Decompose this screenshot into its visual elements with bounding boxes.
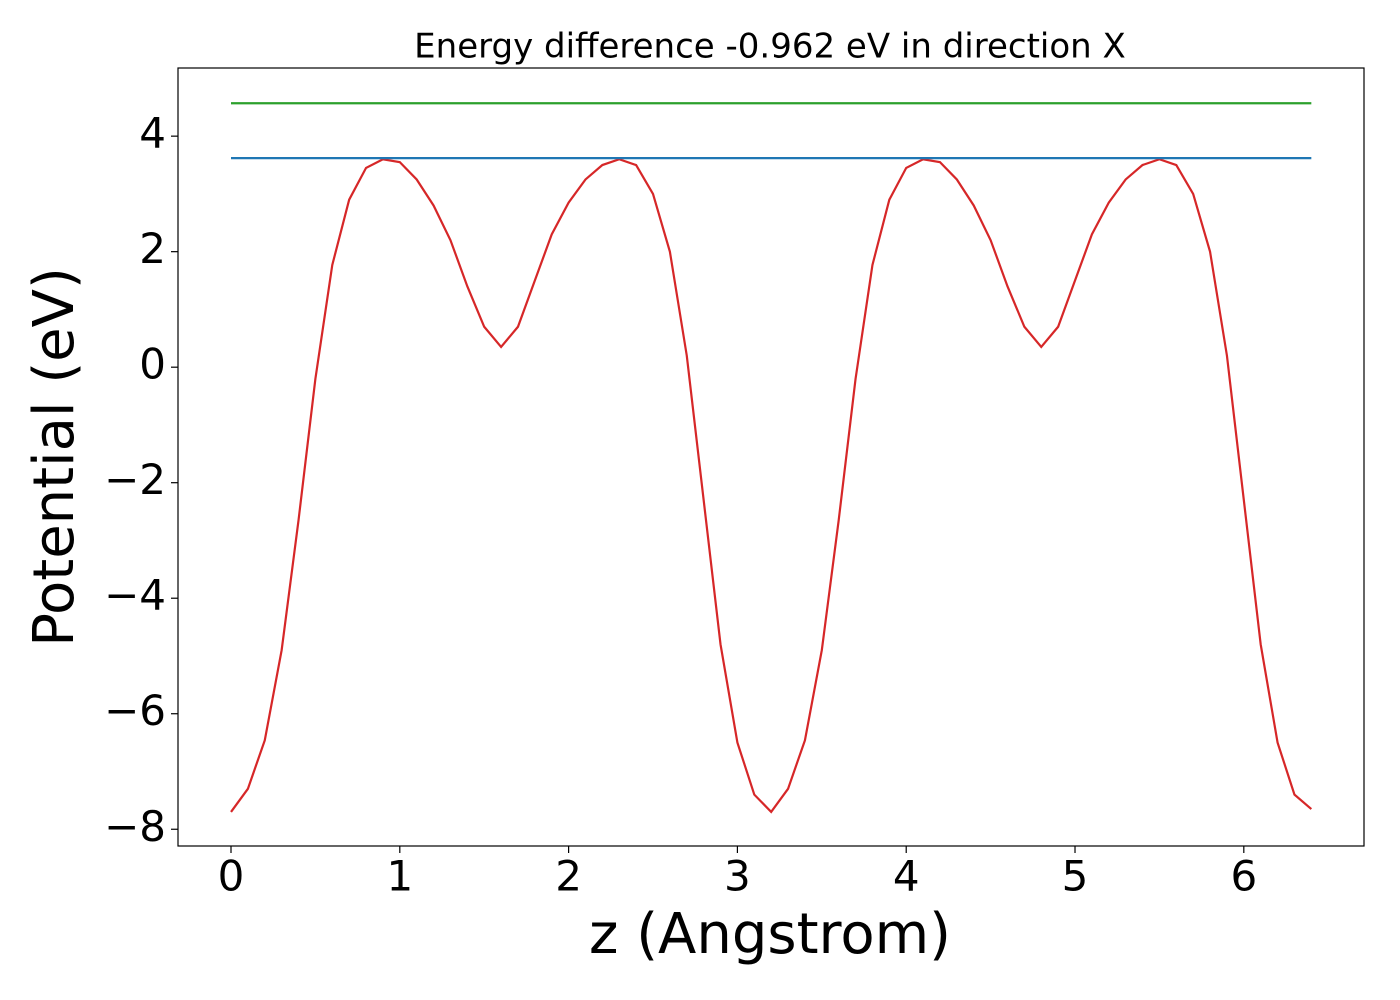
x-tick-label: 4 [893, 852, 920, 901]
x-tick-label: 0 [218, 852, 245, 901]
y-tick-label: −6 [104, 686, 166, 735]
y-tick-label: 2 [139, 224, 166, 273]
x-tick-label: 2 [555, 852, 582, 901]
y-tick-label: 0 [139, 340, 166, 389]
x-tick-label: 6 [1230, 852, 1257, 901]
x-axis-label: z (Angstrom) [589, 902, 951, 967]
y-tick-label: −8 [104, 802, 166, 851]
x-tick-label: 3 [724, 852, 751, 901]
y-tick-label: −4 [104, 571, 166, 620]
x-tick-label: 1 [386, 852, 413, 901]
line-series [230, 158, 1313, 814]
y-axis-label: Potential (eV) [22, 267, 87, 647]
y-tick-label: 4 [139, 109, 166, 158]
chart-title: Energy difference -0.962 eV in direction… [414, 27, 1126, 67]
x-tick-label: 5 [1062, 852, 1089, 901]
y-tick-label: −2 [104, 455, 166, 504]
plot-frame [177, 67, 1365, 847]
